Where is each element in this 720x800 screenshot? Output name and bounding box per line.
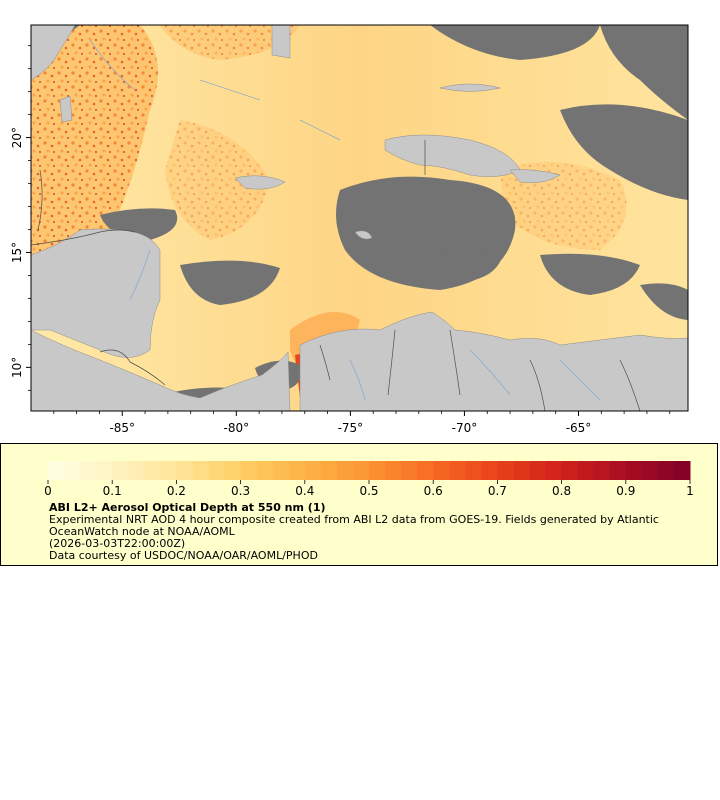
colorbar: 0 0.1 0.2 0.3 0.4 0.5 0.6 0.7 0.8 0.9 1 — [44, 461, 694, 498]
colorbar-cell — [641, 461, 659, 480]
map-figure: -85° -80° -75° -70° -65° 20° 15° 10° — [10, 24, 689, 435]
colorbar-tick-label: 0.8 — [552, 484, 571, 498]
colorbar-cell — [465, 461, 482, 480]
map-frame — [30, 24, 689, 412]
colorbar-cell — [561, 461, 579, 480]
colorbar-cell — [336, 461, 354, 480]
rivers — [89, 39, 601, 401]
colorbar-tick-label: 0 — [44, 484, 52, 498]
colorbar-cell — [144, 461, 161, 480]
colorbar-cell — [577, 461, 595, 480]
colorbar-cell — [352, 461, 370, 480]
colorbar-cell — [96, 461, 113, 480]
x-tick-label: -75° — [338, 421, 364, 435]
legend-title: ABI L2+ Aerosol Optical Depth at 550 nm … — [49, 501, 326, 514]
colorbar-cell — [433, 461, 450, 480]
colorbar-cell — [320, 461, 338, 480]
legend-description: Experimental NRT AOD 4 hour composite cr… — [49, 513, 659, 538]
colorbar-cell — [80, 461, 97, 480]
x-tick-label: -85° — [109, 421, 135, 435]
colorbar-cell — [64, 461, 81, 480]
y-axis: 20° 15° 10° — [10, 45, 31, 391]
colorbar-cell — [481, 461, 498, 480]
colorbar-cell — [673, 461, 691, 480]
colorbar-cell — [545, 461, 563, 480]
colorbar-tick-label: 0.2 — [167, 484, 186, 498]
colorbar-cell — [625, 461, 643, 480]
colorbar-cell — [304, 461, 322, 480]
y-tick-label: 20° — [10, 127, 24, 148]
colorbar-tick-label: 0.1 — [103, 484, 122, 498]
colorbar-cell — [272, 461, 290, 480]
country-borders — [31, 140, 641, 411]
colorbar-cell — [224, 461, 242, 480]
colorbar-tick-label: 0.6 — [424, 484, 443, 498]
colorbar-tick-label: 0.5 — [359, 484, 378, 498]
legend-credit: Data courtesy of USDOC/NOAA/OAR/AOML/PHO… — [49, 549, 318, 562]
colorbar-cell — [48, 461, 65, 480]
colorbar-cell — [208, 461, 226, 480]
colorbar-cell — [449, 461, 466, 480]
x-axis: -85° -80° -75° -70° -65° — [53, 411, 671, 435]
y-tick-label: 10° — [10, 357, 24, 378]
colorbar-cells — [48, 461, 691, 480]
colorbar-cell — [609, 461, 627, 480]
land-masses — [31, 25, 688, 411]
x-tick-label: -65° — [566, 421, 592, 435]
colorbar-cell — [657, 461, 675, 480]
colorbar-cell — [369, 461, 386, 480]
legend-timestamp: (2026-03-03T22:00:00Z) — [49, 537, 186, 550]
colorbar-cell — [497, 461, 514, 480]
colorbar-tick-label: 0.4 — [295, 484, 314, 498]
colorbar-tick-label: 1 — [686, 484, 694, 498]
colorbar-cell — [417, 461, 434, 480]
y-tick-label: 15° — [10, 242, 24, 263]
colorbar-cell — [288, 461, 306, 480]
colorbar-tick-label: 0.7 — [488, 484, 507, 498]
colorbar-cell — [529, 461, 547, 480]
colorbar-cell — [176, 461, 193, 480]
colorbar-tick-label: 0.3 — [231, 484, 250, 498]
colorbar-cell — [160, 461, 177, 480]
colorbar-ticks: 0 0.1 0.2 0.3 0.4 0.5 0.6 0.7 0.8 0.9 1 — [44, 480, 694, 498]
colorbar-cell — [401, 461, 418, 480]
colorbar-cell — [128, 461, 145, 480]
legend-panel: 0 0.1 0.2 0.3 0.4 0.5 0.6 0.7 0.8 0.9 1 ABI L2+ Ae… — [0, 443, 718, 566]
colorbar-cell — [385, 461, 402, 480]
colorbar-cell — [513, 461, 530, 480]
colorbar-cell — [256, 461, 274, 480]
x-tick-label: -70° — [452, 421, 478, 435]
map-area — [31, 25, 688, 411]
colorbar-tick-label: 0.9 — [616, 484, 635, 498]
x-tick-label: -80° — [224, 421, 250, 435]
colorbar-cell — [192, 461, 209, 480]
colorbar-cell — [112, 461, 129, 480]
colorbar-cell — [240, 461, 258, 480]
colorbar-cell — [593, 461, 611, 480]
